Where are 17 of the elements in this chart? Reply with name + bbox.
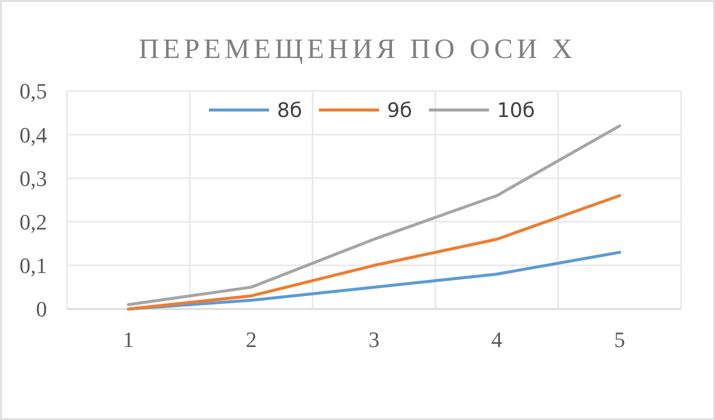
x-tick-label: 4 xyxy=(491,327,502,352)
y-tick-label: 0,1 xyxy=(20,253,47,278)
legend-label: 8б xyxy=(277,98,302,122)
x-tick-label: 1 xyxy=(122,327,134,352)
legend-label: 9б xyxy=(387,98,412,122)
x-tick-label: 2 xyxy=(246,327,257,352)
x-tick-label: 3 xyxy=(368,327,380,352)
x-tick-label: 5 xyxy=(614,327,626,352)
legend-label: 10б xyxy=(497,98,535,122)
line-series xyxy=(126,194,622,310)
chart-title: ПЕРЕМЕЩЕНИЯ ПО ОСИ X xyxy=(138,34,576,65)
y-tick-label: 0 xyxy=(36,296,47,322)
y-tick-label: 0,4 xyxy=(20,122,47,148)
y-tick-label: 0,3 xyxy=(20,166,47,191)
y-tick-label: 0,2 xyxy=(20,210,47,234)
y-tick-label: 0,5 xyxy=(20,78,47,104)
line-series xyxy=(126,124,622,306)
